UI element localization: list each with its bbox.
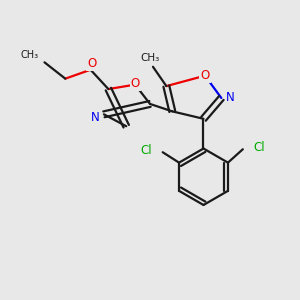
Text: O: O: [200, 69, 210, 82]
Text: N: N: [91, 111, 100, 124]
Text: Cl: Cl: [253, 141, 265, 154]
Text: CH₃: CH₃: [20, 50, 38, 60]
Text: CH₃: CH₃: [140, 53, 160, 63]
Text: Cl: Cl: [141, 144, 152, 157]
Text: O: O: [130, 76, 140, 90]
Text: O: O: [87, 57, 97, 70]
Text: N: N: [226, 92, 235, 104]
